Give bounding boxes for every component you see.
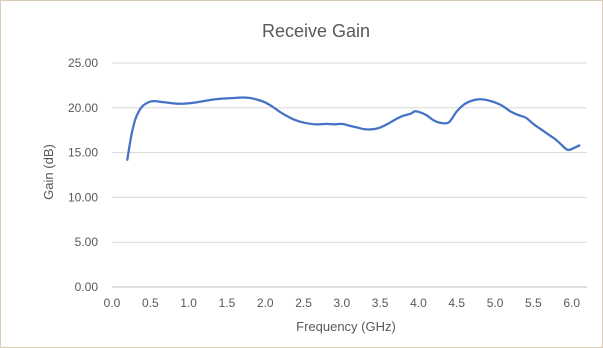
x-tick-label: 5.5 <box>525 296 542 310</box>
series-layer <box>126 96 581 161</box>
x-tick-label: 2.5 <box>295 296 312 310</box>
y-axis-tick-labels: 0.00 5.00 10.00 15.00 20.00 25.00 <box>68 56 98 294</box>
x-tick-label: 4.0 <box>410 296 427 310</box>
x-tick-label: 0.0 <box>104 296 121 310</box>
x-tick-label: 0.5 <box>142 296 159 310</box>
x-tick-label: 1.0 <box>180 296 197 310</box>
x-tick-label: 2.0 <box>257 296 274 310</box>
y-tick-label: 15.00 <box>68 146 98 160</box>
x-tick-label: 3.0 <box>333 296 350 310</box>
chart-title: Receive Gain <box>262 21 370 41</box>
x-tick-label: 6.0 <box>563 296 580 310</box>
x-axis-title: Frequency (GHz) <box>296 319 396 334</box>
y-tick-label: 0.00 <box>75 280 99 294</box>
x-axis-tick-labels: 0.0 0.5 1.0 1.5 2.0 2.5 3.0 3.5 4.0 4.5 5.0 5.5 6.0 <box>104 296 581 310</box>
x-tick-label: 3.5 <box>372 296 389 310</box>
y-axis-title: Gain (dB) <box>41 144 56 200</box>
y-tick-label: 5.00 <box>75 235 99 249</box>
y-tick-label: 20.00 <box>68 101 98 115</box>
x-tick-label: 1.5 <box>219 296 236 310</box>
series-line-0 <box>126 96 581 161</box>
y-tick-label: 25.00 <box>68 56 98 70</box>
x-tick-label: 5.0 <box>487 296 504 310</box>
x-tick-label: 4.5 <box>448 296 465 310</box>
y-tick-label: 10.00 <box>68 190 98 204</box>
gridlines <box>112 62 587 288</box>
